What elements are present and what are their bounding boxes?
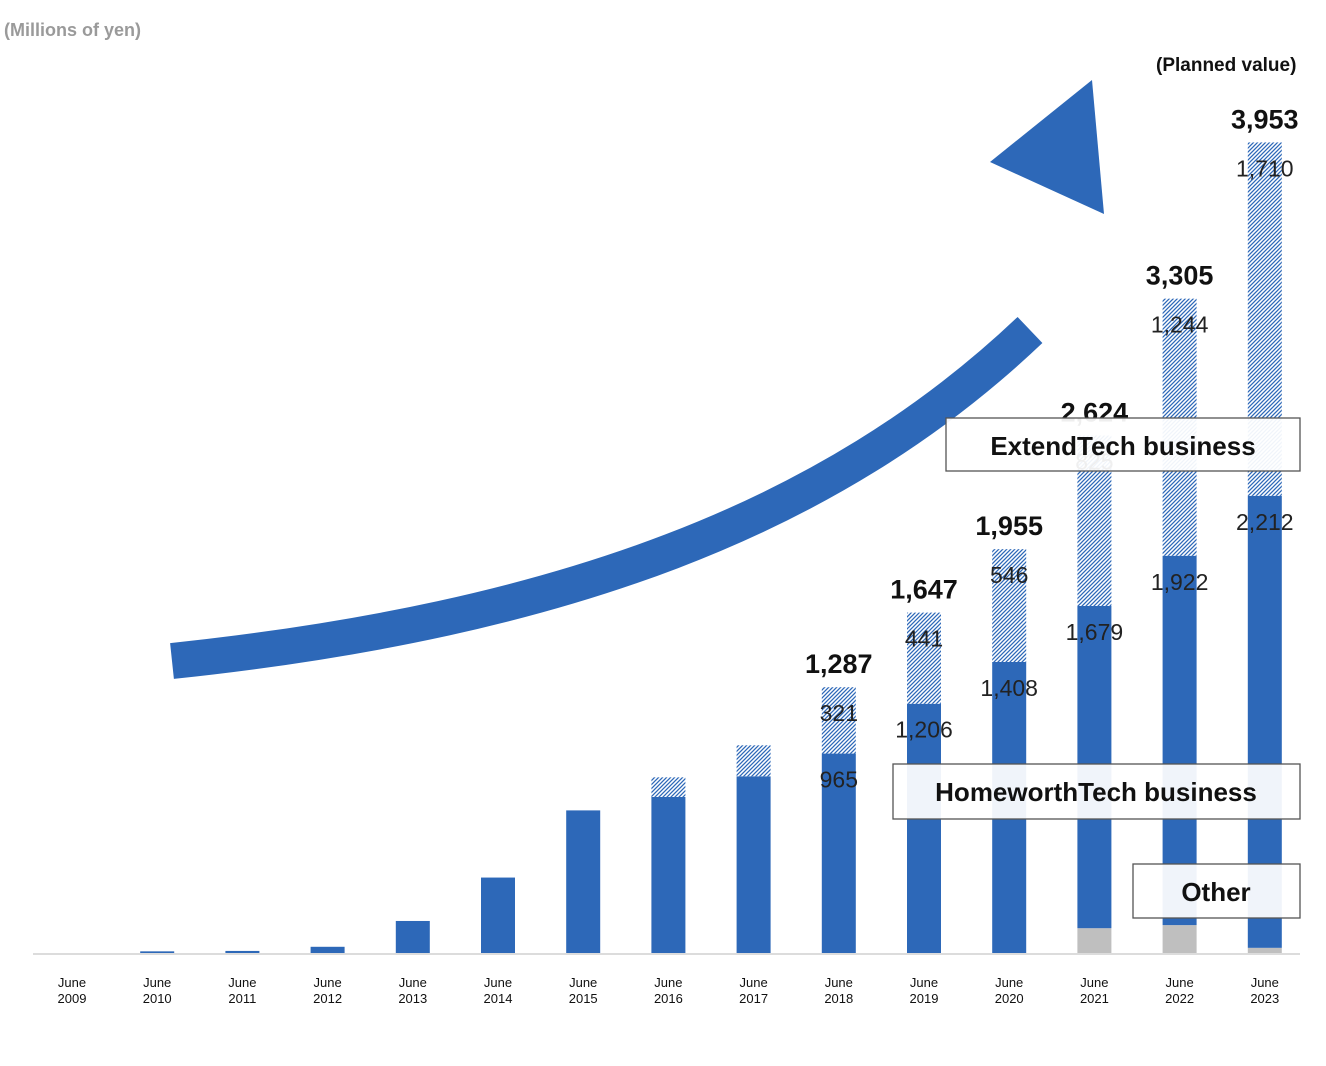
x-tick-2010: June 2010	[143, 975, 172, 1006]
x-tick-2009: June 2009	[58, 975, 87, 1006]
bar-homeworthtech-2018	[821, 753, 856, 953]
bar-homeworthtech-2013	[395, 920, 430, 953]
x-tick-2022: June 2022	[1165, 975, 1194, 1006]
trend-arrow-icon	[170, 80, 1104, 679]
x-tick-2017: June 2017	[739, 975, 768, 1006]
bar-extendtech-2016	[651, 777, 686, 797]
bar-homeworthtech-2017	[736, 776, 771, 953]
legend-box-other: Other	[1132, 863, 1301, 919]
bar-homeworthtech-2015	[566, 810, 601, 953]
bar-extendtech-2017	[736, 745, 771, 777]
x-axis-ticks: June 2009 June 2010 June 2011 June 2012 June 2013…	[58, 975, 1280, 1006]
label-extendtech-2018: 321	[820, 700, 858, 726]
label-homeworthtech-2023: 2,212	[1236, 509, 1294, 535]
bar-other-2022	[1162, 925, 1197, 953]
bar-extendtech-2020	[992, 549, 1027, 662]
bar-homeworthtech-2010	[140, 951, 175, 953]
label-homeworthtech-2022: 1,922	[1151, 569, 1209, 595]
label-homeworthtech-2020: 1,408	[980, 675, 1038, 701]
total-2019: 1,647	[890, 575, 958, 605]
bar-extendtech-2018	[821, 687, 856, 754]
label-extendtech-2022: 1,244	[1151, 312, 1209, 338]
legend-label-extendtech: ExtendTech business	[990, 431, 1255, 461]
x-tick-2021: June 2021	[1080, 975, 1109, 1006]
total-2018: 1,287	[805, 649, 873, 679]
x-tick-2012: June 2012	[313, 975, 342, 1006]
label-homeworthtech-2021: 1,679	[1066, 619, 1124, 645]
legend-box-extendtech: ExtendTech business	[945, 417, 1301, 472]
bar-other-2023	[1247, 947, 1282, 953]
legend-box-homeworthtech: HomeworthTech business	[892, 763, 1301, 820]
label-homeworthtech-2018: 965	[820, 767, 858, 793]
x-tick-2016: June 2016	[654, 975, 683, 1006]
x-tick-2020: June 2020	[995, 975, 1024, 1006]
bar-homeworthtech-2011	[225, 950, 260, 953]
x-tick-2019: June 2019	[910, 975, 939, 1006]
legend-label-other: Other	[1181, 877, 1250, 907]
total-2023: 3,953	[1231, 104, 1299, 134]
label-homeworthtech-2019: 1,206	[895, 717, 953, 743]
legend-label-homeworthtech: HomeworthTech business	[935, 777, 1257, 807]
planned-value-note: (Planned value)	[1156, 55, 1296, 76]
bar-homeworthtech-2014	[481, 877, 515, 953]
label-extendtech-2023: 1,710	[1236, 155, 1294, 181]
bar-homeworthtech-2012	[310, 946, 345, 953]
x-tick-2011: June 2011	[228, 975, 256, 1006]
x-tick-2015: June 2015	[569, 975, 598, 1006]
total-2022: 3,305	[1146, 261, 1214, 291]
bar-homeworthtech-2016	[651, 796, 686, 953]
x-tick-2018: June 2018	[824, 975, 853, 1006]
label-extendtech-2020: 546	[990, 562, 1028, 588]
bar-extendtech-2019	[907, 612, 941, 704]
bar-homeworthtech-2019	[907, 703, 941, 953]
bar-other-2021	[1077, 928, 1112, 953]
total-2020: 1,955	[975, 511, 1043, 541]
x-tick-2023: June 2023	[1250, 975, 1279, 1006]
x-tick-2013: June 2013	[398, 975, 427, 1006]
label-extendtech-2019: 441	[905, 626, 943, 652]
unit-label: (Millions of yen)	[4, 20, 141, 40]
x-tick-2014: June 2014	[484, 975, 513, 1006]
